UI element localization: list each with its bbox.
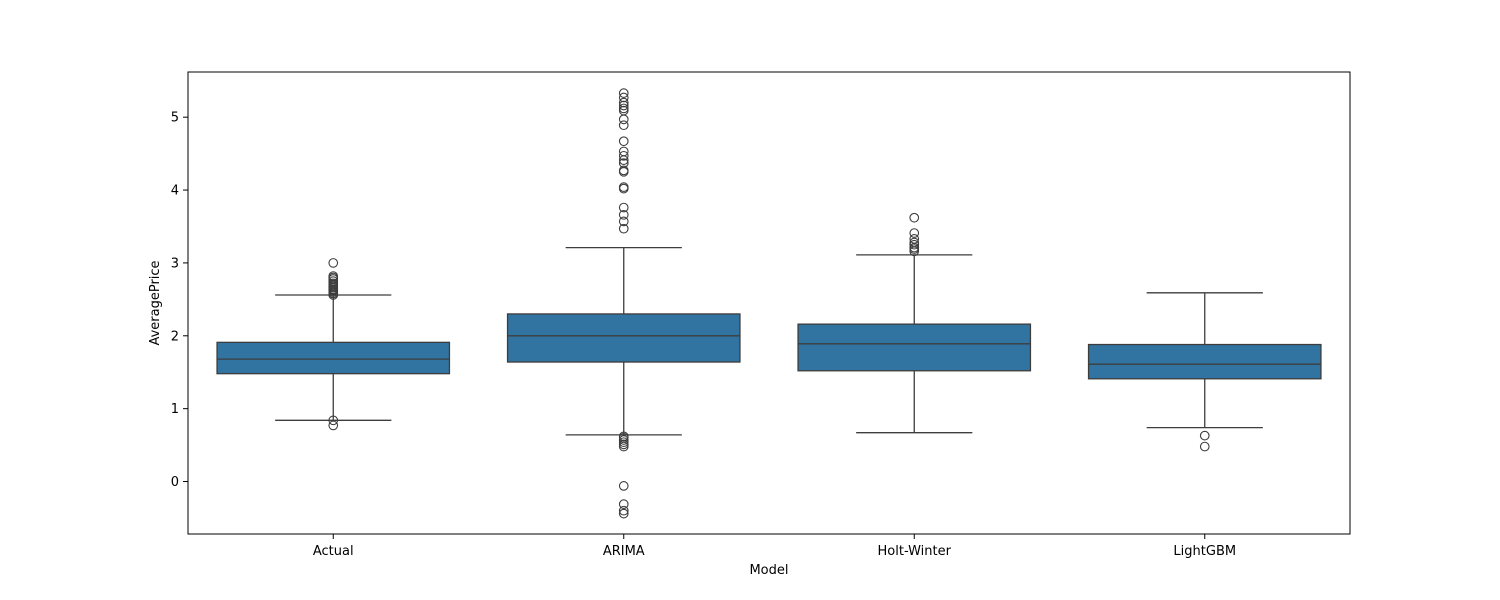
y-tick-label: 1 — [171, 402, 179, 417]
plot-area — [216, 88, 1322, 519]
outlier-point — [618, 103, 629, 114]
outlier-point — [1199, 430, 1210, 441]
x-tick-label: LightGBM — [1173, 544, 1236, 559]
outlier-point — [618, 508, 629, 519]
y-tick-label: 2 — [171, 329, 179, 344]
box-group-lightgbm — [1087, 292, 1322, 452]
outlier-point — [618, 146, 629, 157]
iqr-box — [1087, 343, 1322, 380]
outlier-point — [618, 136, 629, 147]
outlier-point — [328, 420, 339, 431]
outlier-point — [618, 158, 629, 168]
x-axis-title: Model — [749, 563, 788, 578]
outlier-point — [618, 202, 629, 213]
outlier-point — [1199, 441, 1210, 452]
outlier-point — [909, 234, 920, 244]
box-group-holt-winter — [797, 212, 1032, 434]
y-tick-label: 0 — [171, 475, 179, 490]
y-axis-title: AveragePrice — [148, 260, 163, 345]
y-tick-label: 5 — [171, 111, 179, 126]
outlier-point — [618, 216, 629, 227]
outlier-point — [909, 212, 920, 223]
outlier-point — [618, 209, 629, 220]
outlier-point — [618, 481, 629, 491]
plot-frame — [187, 71, 1351, 535]
outlier-point — [618, 97, 629, 108]
box-group-actual — [216, 258, 451, 431]
iqr-box — [797, 323, 1032, 372]
x-tick-label: Holt-Winter — [878, 544, 952, 559]
outlier-point — [618, 182, 629, 192]
outlier-point — [328, 258, 339, 268]
outlier-point — [618, 92, 629, 103]
x-tick-label: Actual — [313, 544, 354, 559]
outlier-point — [618, 505, 629, 516]
outlier-point — [328, 271, 339, 281]
iqr-box — [216, 341, 451, 375]
outlier-point — [618, 150, 629, 161]
outlier-point — [328, 415, 339, 426]
outlier-point — [618, 88, 629, 98]
outlier-point — [618, 165, 629, 176]
y-tick-label: 4 — [171, 184, 179, 199]
outlier-point — [909, 237, 920, 248]
outlier-point — [618, 105, 629, 116]
outlier-point — [618, 431, 629, 442]
x-tick-label: ARIMA — [603, 544, 645, 559]
outlier-point — [618, 223, 629, 234]
y-tick-label: 3 — [171, 256, 179, 271]
outlier-point — [618, 114, 629, 125]
outlier-point — [909, 228, 920, 238]
iqr-box — [506, 313, 741, 363]
outlier-point — [618, 100, 629, 111]
outlier-point — [618, 120, 629, 131]
box-group-arima — [506, 88, 741, 519]
outlier-point — [618, 499, 629, 509]
